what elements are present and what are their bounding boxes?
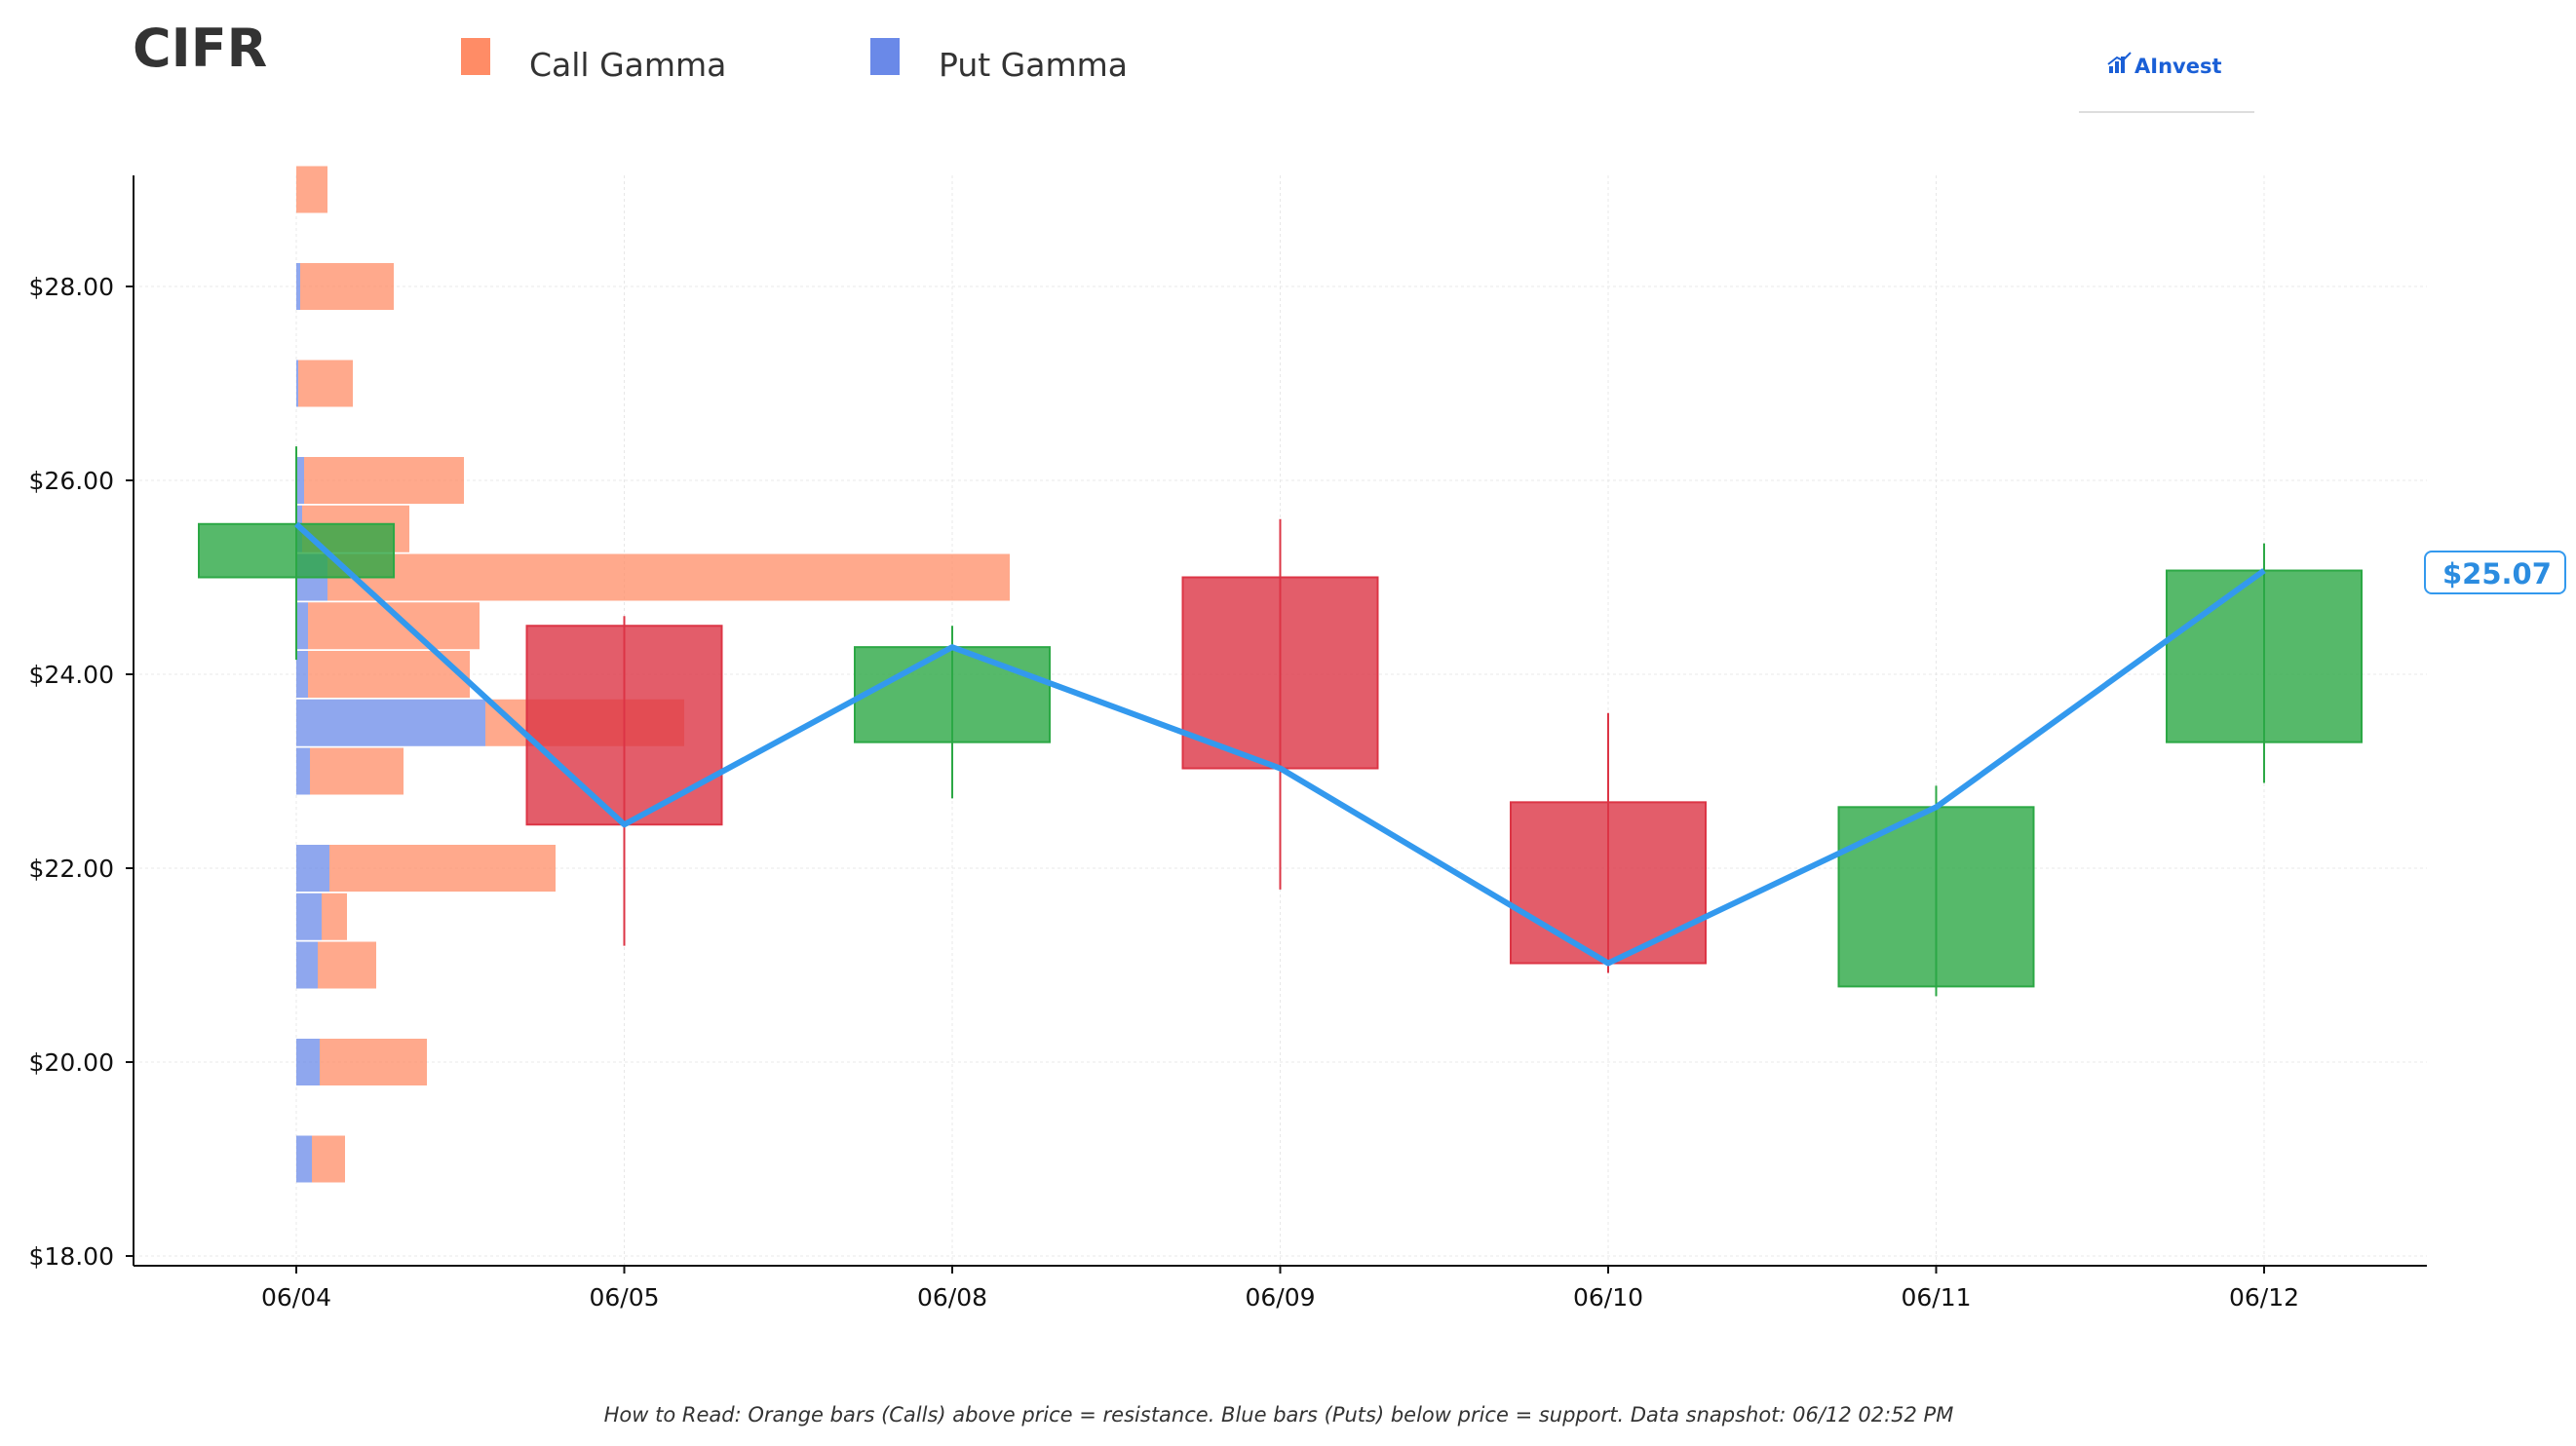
call-gamma-bar (304, 457, 464, 504)
call-gamma-bar (298, 360, 353, 407)
ticker-title: CIFR (133, 18, 267, 79)
call-gamma-bar (310, 747, 404, 795)
call-gamma-bar (300, 263, 394, 310)
call-gamma-bar (327, 553, 1010, 601)
call-gamma-bar (312, 1135, 345, 1183)
put-gamma-bar (296, 893, 322, 940)
candle-body (198, 522, 395, 579)
put-gamma-bar (296, 1039, 320, 1085)
x-tick-label: 06/05 (589, 1283, 659, 1312)
price-line-layer (293, 521, 2266, 967)
price-badge-label: $25.07 (2442, 557, 2552, 590)
x-tick-label: 06/09 (1245, 1283, 1315, 1312)
ainvest-logo[interactable]: AInvest (2079, 52, 2254, 113)
call-gamma-legend-label: Call Gamma (529, 46, 726, 84)
y-tick-label: $20.00 (29, 1048, 114, 1077)
call-gamma-bar (320, 1039, 427, 1085)
put-gamma-bar (296, 845, 329, 892)
x-tick-label: 06/12 (2229, 1283, 2299, 1312)
call-gamma-bar (318, 941, 376, 989)
call-gamma-legend-swatch (461, 38, 490, 75)
call-gamma-bar (329, 845, 556, 892)
call-gamma-bar (296, 166, 327, 213)
put-gamma-bar (296, 1135, 312, 1183)
y-tick-label: $28.00 (29, 273, 114, 301)
candle-body (854, 646, 1051, 743)
gamma-bars (296, 166, 1010, 1183)
put-gamma-bar (296, 699, 485, 746)
y-tick-label: $22.00 (29, 855, 114, 883)
candle-body (2166, 569, 2363, 743)
logo-text: AInvest (2134, 55, 2222, 78)
x-tick-label: 06/08 (917, 1283, 987, 1312)
price-badge-box (2424, 551, 2566, 594)
x-tick-label: 06/04 (261, 1283, 331, 1312)
put-gamma-bar (296, 747, 310, 795)
footer-note: How to Read: Orange bars (Calls) above p… (604, 1403, 1954, 1427)
y-tick-label: $24.00 (29, 661, 114, 689)
put-gamma-legend-label: Put Gamma (939, 46, 1128, 84)
candle-body (1837, 806, 2035, 988)
y-tick-label: $18.00 (29, 1242, 114, 1271)
put-gamma-bar (296, 941, 318, 989)
candlesticks (198, 446, 2363, 997)
put-gamma-bar (296, 457, 304, 504)
put-gamma-bar (296, 651, 308, 698)
put-gamma-bar (296, 360, 298, 407)
x-tick-label: 06/10 (1573, 1283, 1643, 1312)
put-gamma-bar (296, 602, 308, 650)
candle-body (1510, 801, 1707, 965)
close-price-line (293, 521, 2266, 967)
bar-chart-logo-icon (2107, 52, 2132, 73)
put-gamma-legend-swatch (870, 38, 900, 75)
candle-body (1181, 576, 1379, 770)
put-gamma-bar (296, 263, 300, 310)
last-price-badge: $25.07 (2424, 551, 2566, 594)
call-gamma-bar (322, 893, 347, 940)
candle-body (525, 625, 723, 826)
tick-labels: $18.00 $20.00 $22.00 $24.00 $26.00 $28.00 06/0… (29, 273, 2300, 1312)
y-tick-label: $26.00 (29, 467, 114, 495)
x-tick-label: 06/11 (1901, 1283, 1971, 1312)
